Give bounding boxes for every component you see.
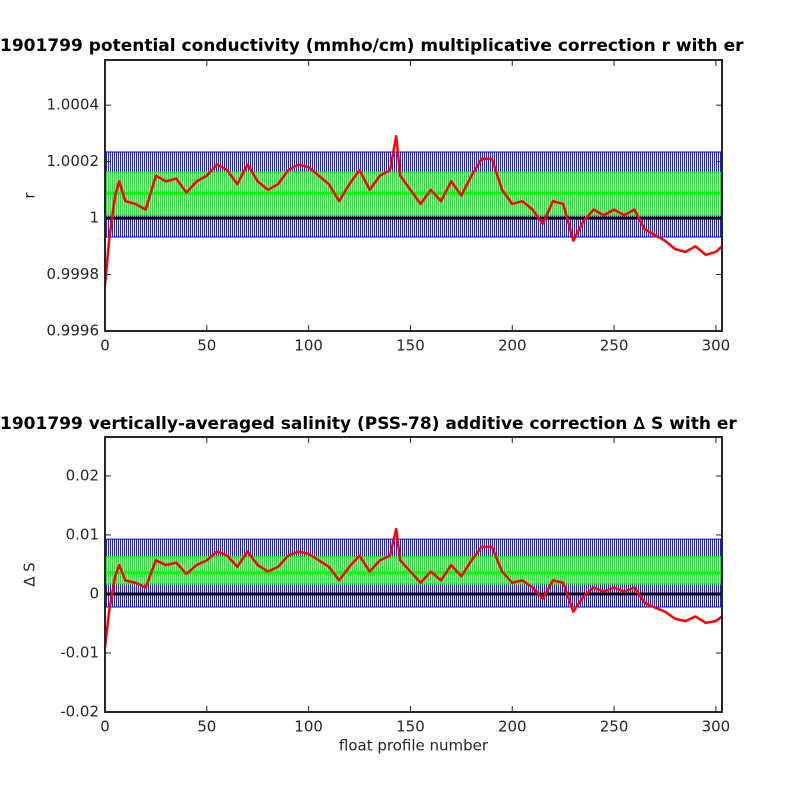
error-band — [105, 556, 722, 584]
y-tick-label: 0.9996 — [47, 322, 100, 340]
data-line — [103, 134, 723, 286]
x-tick-label: 100 — [294, 337, 323, 355]
y-axis-label: r — [21, 192, 39, 199]
x-tick-label: 250 — [600, 718, 629, 736]
y-tick-label: 0.02 — [66, 466, 99, 484]
y-tick-label: 0.9998 — [47, 265, 100, 283]
x-tick-label: 150 — [396, 337, 425, 355]
x-axis-label: float profile number — [339, 737, 489, 755]
y-tick-label: 0 — [89, 584, 99, 602]
x-tick-label: 0 — [100, 718, 110, 736]
y-tick-label: 1.0004 — [47, 96, 100, 114]
x-tick-label: 200 — [498, 718, 527, 736]
x-tick-label: 0 — [100, 337, 110, 355]
y-tick-label: -0.01 — [60, 643, 99, 661]
y-tick-label: 1 — [89, 209, 99, 227]
axes-frame — [104, 59, 723, 332]
x-tick-label: 300 — [702, 337, 731, 355]
chart-title: 1901799 potential conductivity (mmho/cm)… — [0, 36, 744, 56]
y-axis-label: ∆ S — [21, 562, 39, 587]
data-line — [103, 527, 723, 648]
y-tick-label: 0.01 — [66, 525, 99, 543]
chart-title: 1901799 vertically-averaged salinity (PS… — [0, 414, 737, 434]
x-tick-label: 50 — [197, 718, 216, 736]
x-tick-label: 100 — [294, 718, 323, 736]
y-tick-label: 1.0002 — [47, 152, 100, 170]
x-tick-label: 300 — [702, 718, 731, 736]
y-tick-label: -0.02 — [60, 703, 99, 721]
x-tick-label: 200 — [498, 337, 527, 355]
x-tick-label: 150 — [396, 718, 425, 736]
x-tick-label: 50 — [197, 337, 216, 355]
x-tick-label: 250 — [600, 337, 629, 355]
axes-frame — [104, 436, 723, 713]
